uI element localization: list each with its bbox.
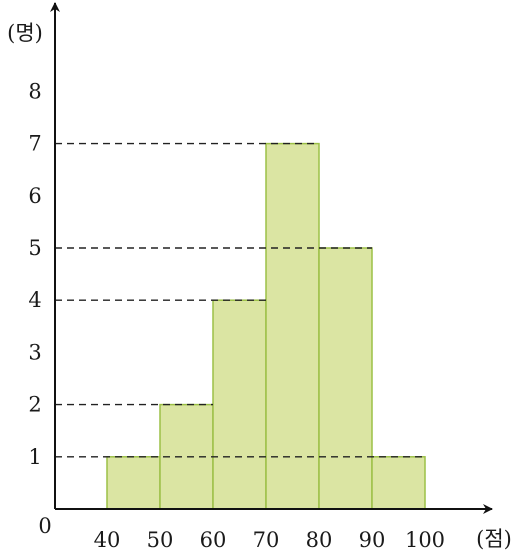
x-tick-labels-group: 40 50 60 70 80 90 100 [94,528,445,552]
y-tick-labels-group: 1 2 3 4 5 6 7 8 [28,79,41,468]
x-tick-label-60: 60 [200,528,227,552]
x-tick-label-50: 50 [147,528,174,552]
histogram-bar-40-50 [106,456,161,510]
histogram-bar-60-70 [212,299,267,510]
y-tick-label-5: 5 [28,236,41,260]
y-tick-label-1: 1 [28,445,41,469]
origin-label: 0 [38,514,51,538]
x-tick-label-80: 80 [306,528,333,552]
bars-group [106,142,426,510]
x-tick-label-70: 70 [253,528,280,552]
y-tick-label-8: 8 [28,79,41,103]
y-tick-label-2: 2 [28,393,41,417]
y-tick-label-4: 4 [28,288,41,312]
y-tick-label-7: 7 [28,132,41,156]
guide-lines-group [55,142,425,458]
y-axis-unit-label: (명) [7,21,43,45]
x-axis-unit-label: (점) [476,527,512,551]
y-tick-label-6: 6 [28,184,41,208]
x-tick-label-90: 90 [359,528,386,552]
x-tick-label-40: 40 [94,528,121,552]
histogram-bar-80-90 [318,247,373,510]
histogram-bar-70-80 [265,142,320,510]
histogram-bar-90-100 [371,456,426,510]
x-tick-label-100: 100 [405,528,445,552]
y-tick-label-3: 3 [28,340,41,364]
